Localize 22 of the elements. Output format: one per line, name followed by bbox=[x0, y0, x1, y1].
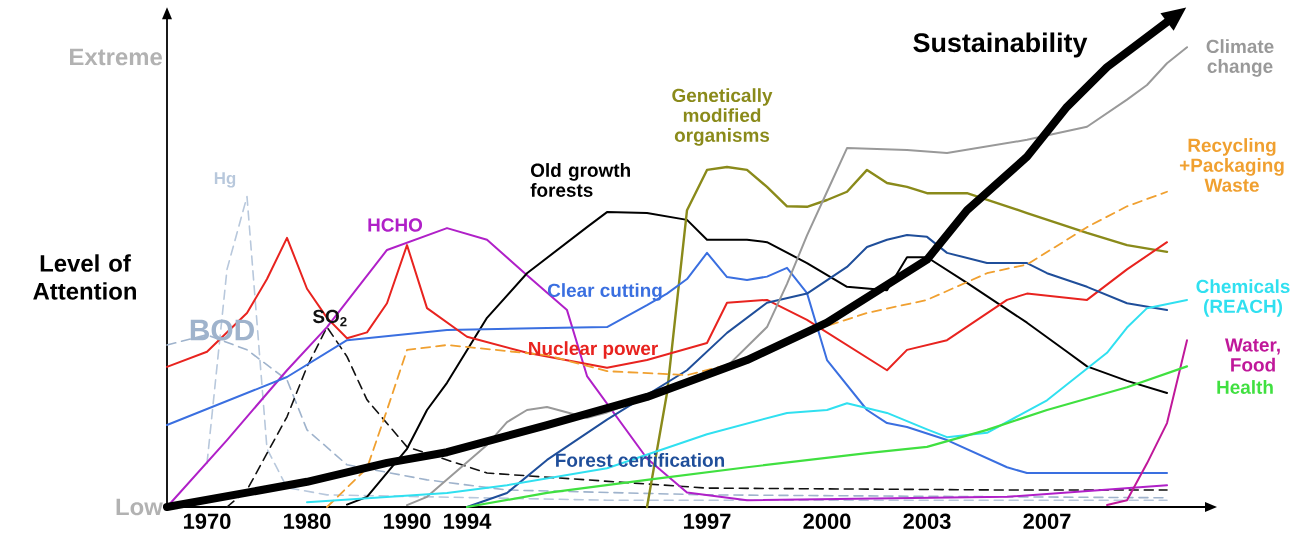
x-tick-label: 1970 bbox=[184, 513, 231, 530]
series-label: Health bbox=[1217, 380, 1273, 394]
x-tick-label: 2000 bbox=[803, 513, 851, 530]
series-label: Climate change bbox=[1206, 39, 1274, 77]
series-label: Sustainability bbox=[913, 32, 1088, 58]
y-axis-title: Level of Attention bbox=[33, 254, 136, 300]
text: Low bbox=[116, 498, 163, 516]
series-label: Genetically modified organisms bbox=[672, 88, 773, 146]
series-label: Old growth forests bbox=[530, 163, 630, 197]
x-tick-label: 1997 bbox=[684, 513, 731, 530]
x-tick-label: 2003 bbox=[903, 513, 951, 530]
x-tick-label: 1980 bbox=[284, 513, 331, 530]
x-tick-label: 2007 bbox=[1023, 513, 1071, 530]
text: Extreme bbox=[70, 48, 162, 66]
series-label: Chemicals (REACH) bbox=[1196, 279, 1290, 317]
x-tick-label: 1994 bbox=[444, 513, 492, 530]
text: Water, Food bbox=[1224, 338, 1280, 372]
series-label: Hg bbox=[214, 172, 236, 188]
series-label: Recycling +Packaging Waste bbox=[1179, 138, 1284, 192]
series-label: Clear cutting bbox=[547, 283, 662, 301]
x-tick-label: 1990 bbox=[384, 513, 431, 530]
series-label: HCHO bbox=[368, 218, 423, 232]
